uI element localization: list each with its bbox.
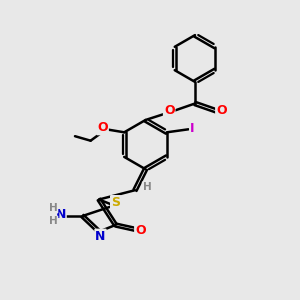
Text: O: O [135, 224, 146, 238]
Text: N: N [56, 208, 66, 221]
Text: O: O [216, 104, 227, 118]
Text: O: O [164, 104, 175, 117]
Text: H: H [142, 182, 152, 192]
Text: H: H [49, 216, 58, 226]
Text: I: I [190, 122, 195, 135]
Text: S: S [111, 196, 120, 209]
Text: O: O [97, 121, 108, 134]
Text: H: H [49, 202, 58, 213]
Text: N: N [95, 230, 106, 243]
